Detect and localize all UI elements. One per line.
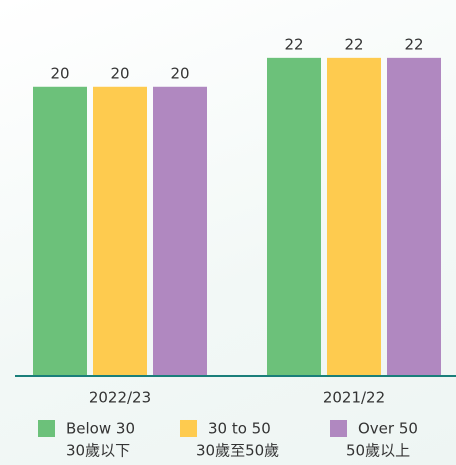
bar bbox=[93, 86, 147, 377]
value-label: 20 bbox=[170, 64, 189, 82]
value-label: 22 bbox=[404, 35, 423, 53]
value-label: 20 bbox=[50, 64, 69, 82]
value-label: 22 bbox=[284, 35, 303, 53]
legend-label: Over 50 bbox=[358, 420, 418, 438]
bar bbox=[153, 86, 207, 377]
bar bbox=[267, 57, 321, 376]
legend-label: 30 to 50 bbox=[208, 420, 271, 438]
legend-sublabel: 50歲以上 bbox=[346, 442, 410, 460]
legend-label: Below 30 bbox=[66, 420, 135, 438]
legend-swatch bbox=[180, 420, 197, 437]
bar bbox=[327, 57, 381, 376]
bar bbox=[33, 86, 87, 377]
legend-swatch bbox=[330, 420, 347, 437]
x-tick-label: 2022/23 bbox=[89, 389, 151, 407]
legend-sublabel: 30歲以下 bbox=[66, 442, 130, 460]
x-tick-label: 2021/22 bbox=[323, 389, 385, 407]
value-label: 22 bbox=[344, 35, 363, 53]
value-label: 20 bbox=[110, 64, 129, 82]
legend-swatch bbox=[38, 420, 55, 437]
bar bbox=[387, 57, 441, 376]
legend-sublabel: 30歲至50歲 bbox=[196, 442, 279, 460]
